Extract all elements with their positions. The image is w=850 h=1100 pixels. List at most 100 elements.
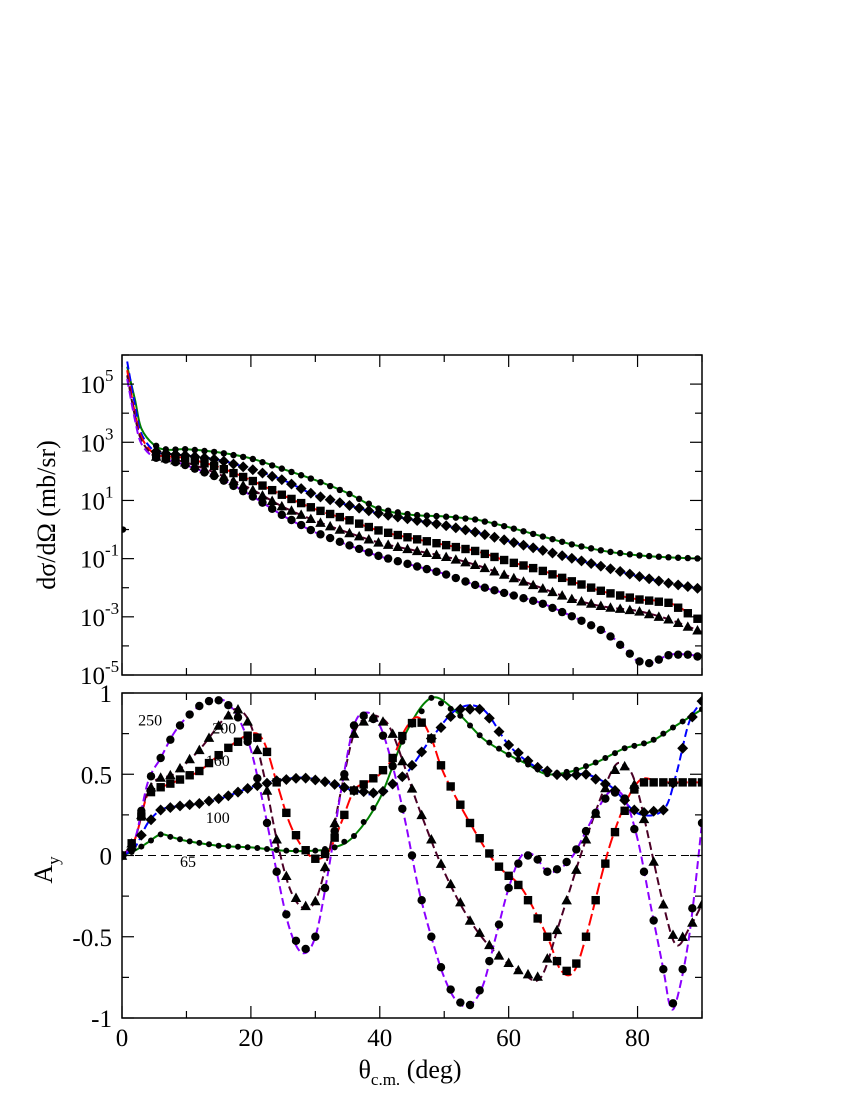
bottom-data-point <box>146 787 156 797</box>
top-data-point <box>374 526 383 535</box>
bottom-data-point <box>659 965 668 974</box>
bottom-data-point <box>398 731 407 741</box>
top-data-point <box>508 537 520 548</box>
bottom-data-point <box>194 744 205 755</box>
top-y-tick-label: 103 <box>80 424 114 457</box>
bottom-data-point <box>668 999 678 1008</box>
bottom-data-point <box>340 770 349 779</box>
top-data-point <box>665 554 672 561</box>
bottom-data-point <box>484 939 495 950</box>
top-data-point <box>296 520 306 530</box>
bottom-data-point <box>630 824 639 834</box>
top-data-point <box>643 573 655 585</box>
bottom-data-point <box>272 778 281 787</box>
top-data-point <box>556 550 568 562</box>
bottom-data-point <box>670 724 676 731</box>
x-tick-label: 20 <box>238 1025 263 1052</box>
bottom-data-point <box>204 758 214 768</box>
bottom-data-point <box>639 867 649 876</box>
top-data-point <box>625 649 635 658</box>
x-tick-label: 0 <box>116 1025 129 1052</box>
bottom-data-point <box>697 818 702 828</box>
top-data-point <box>470 546 480 556</box>
y-tick-label: 0 <box>100 844 113 871</box>
bottom-data-point <box>280 774 292 785</box>
top-data-point <box>305 487 317 499</box>
bottom-data-point <box>349 721 359 730</box>
bottom-data-point <box>203 795 215 807</box>
analyzing-power-panel: 0 20 40 60 80 -1 -0.5 0 0.5 1 250 200 160 100 65 Ay θ… <box>29 681 703 1089</box>
top-data-point <box>527 579 539 590</box>
top-data-point <box>353 530 365 541</box>
bottom-data-point <box>512 747 524 759</box>
x-tick-label: 60 <box>496 1025 521 1052</box>
top-data-point <box>180 460 190 470</box>
top-y-tick-label: 105 <box>80 366 114 399</box>
bottom-data-point <box>504 883 513 893</box>
bottom-data-point <box>456 998 465 1007</box>
bottom-data-point <box>338 781 350 793</box>
top-data-point <box>597 547 605 554</box>
bottom-data-point <box>387 778 399 790</box>
bottom-data-point <box>358 716 369 726</box>
energy-curve-label: 250 <box>138 713 162 730</box>
x-tick-label: 40 <box>367 1025 392 1052</box>
bottom-data-point <box>457 712 464 719</box>
top-data-point <box>363 505 375 517</box>
top-data-point <box>276 500 288 511</box>
bottom-data-point <box>282 808 291 818</box>
bottom-data-point <box>244 844 251 851</box>
top-data-point <box>566 593 578 604</box>
top-data-point <box>422 537 432 546</box>
top-data-point <box>509 591 519 600</box>
top-data-point <box>412 535 422 544</box>
bottom-data-point <box>551 924 563 935</box>
bottom-data-point <box>225 843 232 850</box>
bottom-data-point <box>474 703 486 715</box>
bottom-data-point <box>137 806 146 816</box>
bottom-data-point <box>340 810 349 820</box>
bottom-data-point <box>660 730 667 737</box>
bottom-data-point <box>301 944 310 954</box>
top-data-point <box>248 492 258 501</box>
top-data-point <box>471 516 479 523</box>
top-data-point <box>490 586 499 595</box>
top-data-point <box>277 510 287 520</box>
top-data-point <box>316 506 325 516</box>
bottom-data-point <box>156 783 165 792</box>
bottom-data-point <box>319 861 331 872</box>
top-data-point <box>287 515 296 525</box>
bottom-data-point <box>668 778 678 787</box>
bottom-data-point <box>686 711 698 723</box>
y-tick-label: -1 <box>91 1006 112 1033</box>
top-data-point <box>422 564 432 574</box>
top-data-point <box>547 547 558 559</box>
top-data-point <box>479 529 491 541</box>
bottom-data-point <box>572 845 581 854</box>
top-data-point <box>654 597 664 606</box>
top-data-point <box>423 512 431 519</box>
top-data-point <box>383 554 393 563</box>
top-data-point <box>345 541 354 550</box>
bottom-data-point <box>541 765 553 777</box>
bottom-data-point <box>330 833 339 842</box>
top-data-point <box>605 563 616 575</box>
bottom-data-point <box>301 846 310 855</box>
top-data-point <box>325 533 335 543</box>
top-data-point <box>518 576 529 586</box>
bottom-data-point <box>445 711 457 723</box>
bottom-data-point <box>621 745 628 752</box>
top-data-point <box>585 558 597 570</box>
top-data-point <box>537 544 549 556</box>
top-data-point <box>248 476 258 486</box>
top-data-point <box>527 542 539 554</box>
bottom-data-point <box>329 778 341 790</box>
top-data-point <box>354 544 364 554</box>
bottom-data-point <box>638 813 650 824</box>
top-y-tick-label: 10-5 <box>80 657 119 690</box>
top-data-point <box>557 573 567 583</box>
top-data-point <box>210 448 218 456</box>
bottom-data-point <box>580 834 592 844</box>
top-data-point <box>286 478 297 490</box>
top-data-point <box>247 464 259 476</box>
